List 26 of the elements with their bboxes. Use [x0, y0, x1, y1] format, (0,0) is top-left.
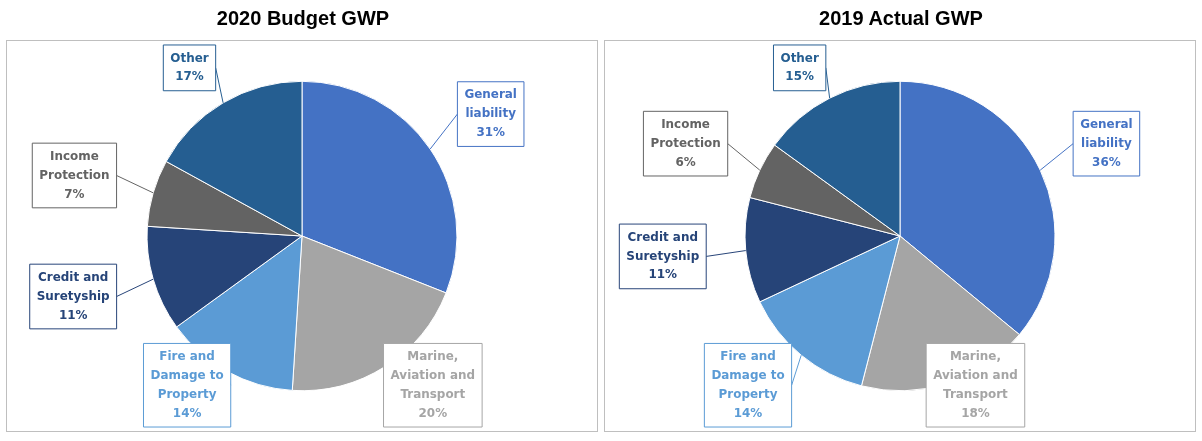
data-label: 36%	[1092, 154, 1121, 169]
slice-label: Income Protection	[650, 116, 721, 150]
data-label: 15%	[785, 69, 814, 84]
slice-label: General liability	[1080, 116, 1133, 150]
slice-label: Fire and Damage to Property	[150, 349, 224, 401]
data-label: 11%	[648, 267, 678, 282]
slice-label: Credit and Suretyship	[626, 229, 700, 263]
slice-label: Marine, Aviation and Transport	[933, 349, 1018, 401]
data-label: 20%	[418, 405, 448, 420]
data-label: 6%	[675, 154, 696, 169]
data-label: 11%	[58, 307, 88, 322]
slice-label: Fire and Damage to Property	[711, 349, 785, 401]
data-label: 14%	[733, 405, 763, 420]
data-label: 14%	[172, 405, 202, 420]
slice-label: Credit and Suretyship	[36, 269, 111, 303]
data-label: 18%	[961, 405, 990, 420]
data-label: 17%	[175, 69, 204, 84]
data-label: 31%	[476, 125, 506, 140]
data-label: 7%	[64, 186, 85, 201]
slice-label: Other	[170, 50, 209, 65]
slice-label: Other	[780, 50, 819, 65]
slice-label: General liability	[464, 87, 517, 121]
slice-label: Income Protection	[39, 148, 110, 182]
chart-title: 2019 Actual GWP	[818, 6, 984, 31]
chart-title: 2020 Budget GWP	[215, 6, 391, 31]
slice-label: Marine, Aviation and Transport	[390, 349, 476, 401]
